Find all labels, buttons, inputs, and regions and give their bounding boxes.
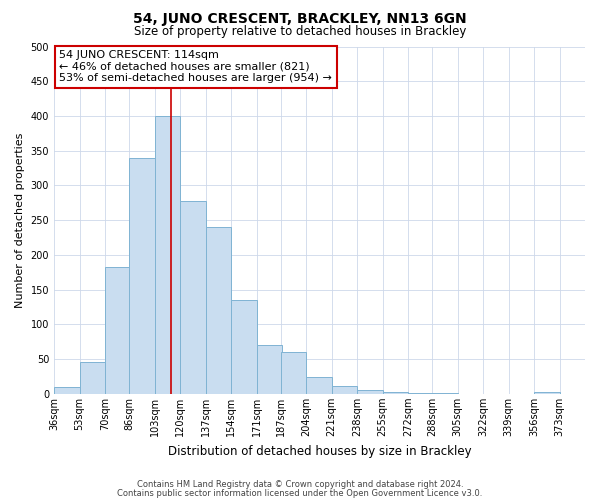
Bar: [281, 352, 306, 394]
Bar: [306, 376, 332, 394]
Bar: [206, 227, 231, 394]
Bar: [180, 202, 206, 394]
Bar: [357, 390, 383, 394]
Bar: [257, 346, 282, 394]
Bar: [80, 362, 105, 394]
Bar: [54, 387, 80, 394]
Y-axis label: Number of detached properties: Number of detached properties: [15, 132, 25, 308]
Bar: [408, 393, 434, 394]
Bar: [129, 158, 155, 394]
Text: Contains public sector information licensed under the Open Government Licence v3: Contains public sector information licen…: [118, 488, 482, 498]
Text: 54, JUNO CRESCENT, BRACKLEY, NN13 6GN: 54, JUNO CRESCENT, BRACKLEY, NN13 6GN: [133, 12, 467, 26]
Text: Size of property relative to detached houses in Brackley: Size of property relative to detached ho…: [134, 25, 466, 38]
Text: Contains HM Land Registry data © Crown copyright and database right 2024.: Contains HM Land Registry data © Crown c…: [137, 480, 463, 489]
Bar: [534, 392, 560, 394]
Bar: [332, 386, 357, 394]
Bar: [383, 392, 408, 394]
Bar: [231, 300, 257, 394]
X-axis label: Distribution of detached houses by size in Brackley: Distribution of detached houses by size …: [168, 444, 472, 458]
Bar: [155, 116, 180, 394]
Text: 54 JUNO CRESCENT: 114sqm
← 46% of detached houses are smaller (821)
53% of semi-: 54 JUNO CRESCENT: 114sqm ← 46% of detach…: [59, 50, 332, 83]
Bar: [432, 393, 458, 394]
Bar: [105, 266, 131, 394]
